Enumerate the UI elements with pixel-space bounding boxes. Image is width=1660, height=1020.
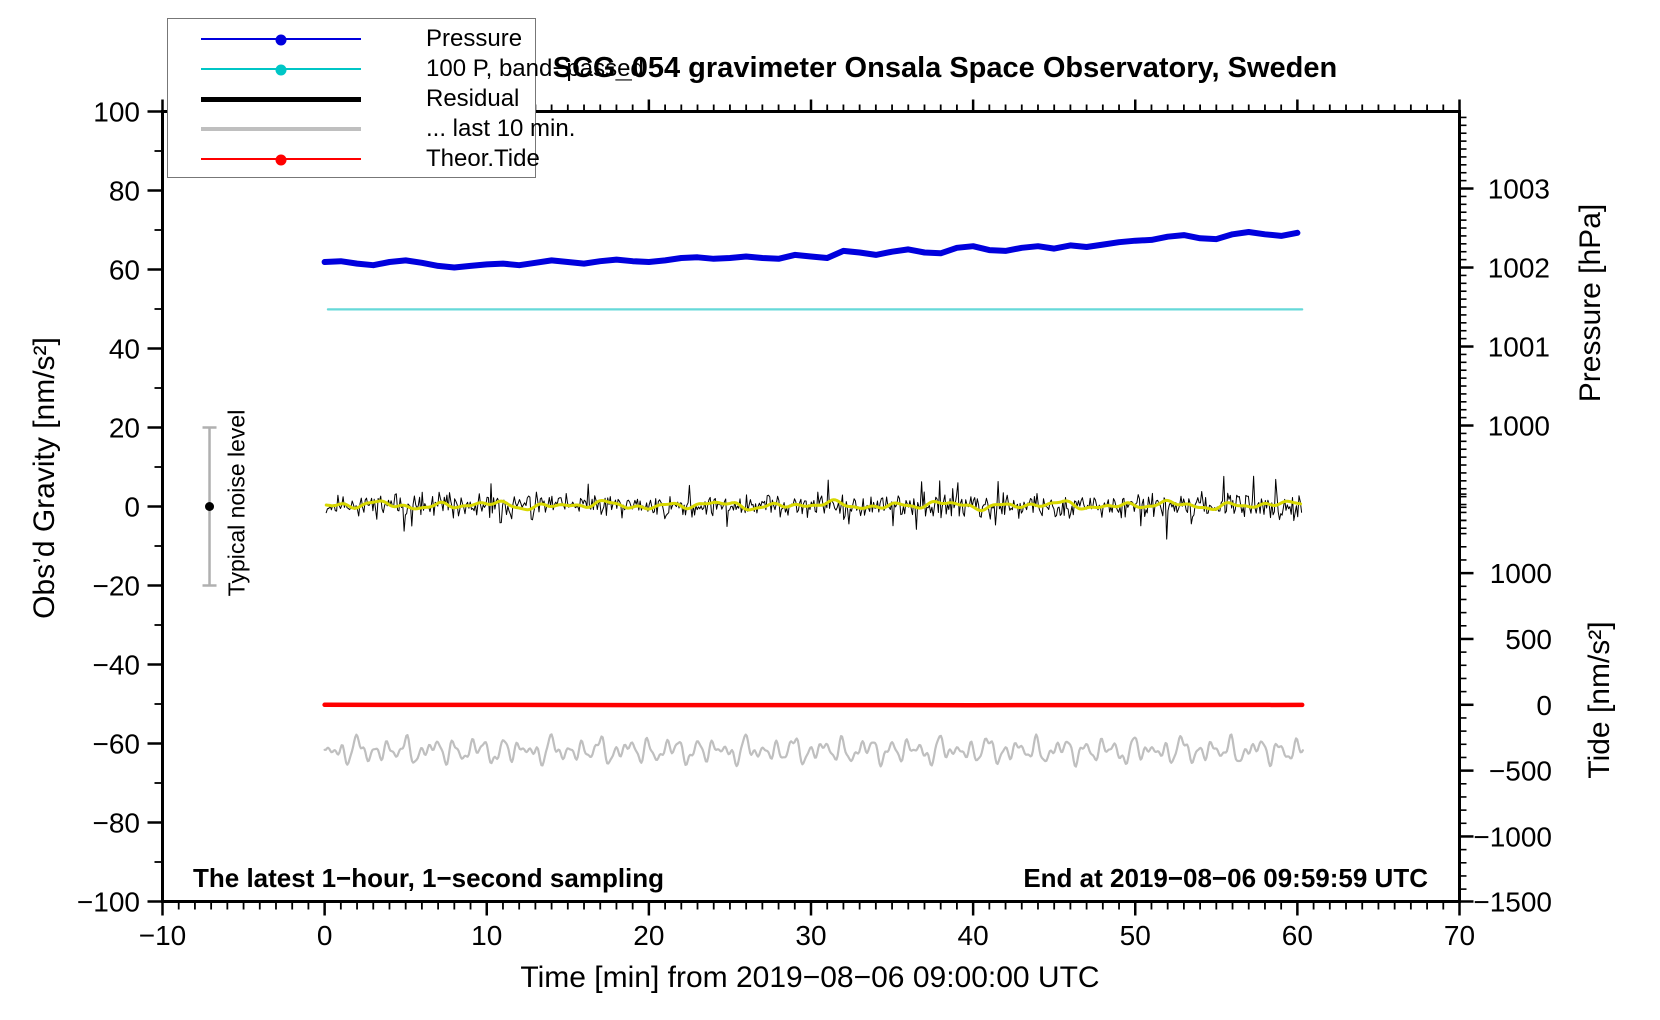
svg-text:100: 100 (93, 97, 140, 128)
svg-text:1000: 1000 (1488, 411, 1550, 442)
svg-text:0: 0 (317, 920, 333, 951)
svg-text:0: 0 (1536, 690, 1552, 721)
gravity-axis-title: Obs’d Gravity [nm/s²] (28, 337, 61, 619)
legend-marker-dot (275, 64, 287, 76)
legend-line-swatch (201, 64, 361, 76)
legend-item-0: Pressure (168, 24, 535, 54)
svg-text:1000: 1000 (1490, 558, 1552, 589)
svg-text:20: 20 (633, 920, 664, 951)
legend-line-swatch (201, 127, 361, 131)
svg-text:0: 0 (124, 492, 140, 523)
svg-text:500: 500 (1505, 624, 1552, 655)
svg-text:−20: −20 (93, 571, 141, 602)
svg-text:−1000: −1000 (1473, 821, 1552, 852)
legend-item-label: 100 P, band−passed (426, 55, 644, 82)
legend-item-1: 100 P, band−passed (168, 54, 644, 84)
svg-text:40: 40 (958, 920, 989, 951)
legend-line-swatch (201, 34, 361, 46)
svg-text:60: 60 (109, 255, 140, 286)
svg-text:50: 50 (1120, 920, 1151, 951)
svg-text:30: 30 (795, 920, 826, 951)
sampling-annotation: The latest 1−hour, 1−second sampling (193, 863, 665, 893)
svg-text:−60: −60 (93, 729, 141, 760)
legend-line-swatch (201, 154, 361, 166)
svg-text:10: 10 (471, 920, 502, 951)
legend-item-label: Pressure (426, 25, 523, 52)
legend-marker-dot (275, 34, 287, 46)
svg-text:70: 70 (1444, 920, 1475, 951)
legend: Pressure 100 P, band−passed Residual ... la… (167, 18, 644, 178)
noise-level-label: Typical noise level (223, 409, 250, 597)
legend-item-label: Theor.Tide (426, 145, 540, 172)
legend-item-label: ... last 10 min. (426, 115, 576, 142)
svg-text:−1500: −1500 (1473, 887, 1552, 918)
svg-text:−10: −10 (139, 920, 187, 951)
svg-text:1001: 1001 (1488, 332, 1550, 363)
svg-text:80: 80 (109, 176, 140, 207)
legend-marker-dot (275, 154, 287, 166)
legend-item-3: ... last 10 min. (168, 114, 575, 144)
svg-text:1003: 1003 (1488, 174, 1550, 205)
svg-text:−80: −80 (93, 808, 141, 839)
svg-text:−40: −40 (93, 650, 141, 681)
svg-text:1002: 1002 (1488, 253, 1550, 284)
svg-text:20: 20 (109, 413, 140, 444)
end-time-annotation: End at 2019−08−06 09:59:59 UTC (1023, 863, 1428, 893)
chart-title: SCG_054 gravimeter Onsala Space Observat… (552, 52, 1338, 84)
svg-text:−500: −500 (1489, 756, 1552, 787)
svg-text:60: 60 (1282, 920, 1313, 951)
legend-item-2: Residual (168, 84, 535, 114)
tide-axis-title: Tide [nm/s²] (1583, 621, 1616, 779)
pressure-axis-title: Pressure [hPa] (1574, 203, 1607, 403)
legend-item-4: Theor.Tide (168, 144, 540, 174)
legend-item-label: Residual (426, 85, 520, 112)
svg-text:40: 40 (109, 334, 140, 365)
time-axis-title: Time [min] from 2019−08−06 09:00:00 UTC (520, 961, 1100, 994)
legend-line-swatch (201, 96, 361, 102)
svg-text:−100: −100 (77, 887, 140, 918)
